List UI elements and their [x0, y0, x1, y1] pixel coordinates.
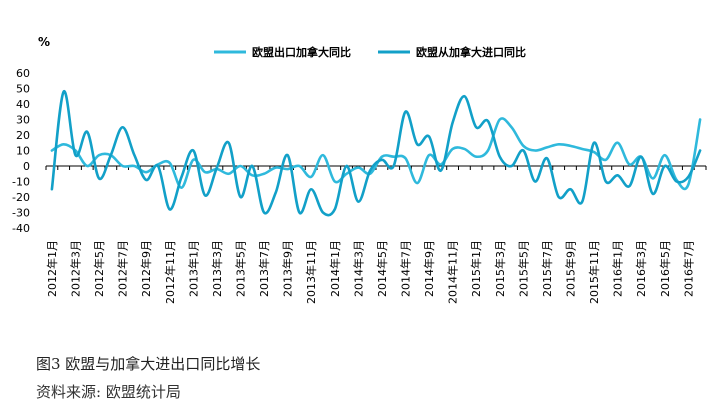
y-tick-label: 10 — [16, 145, 30, 158]
x-tick-label: 2015年11月 — [587, 240, 601, 304]
y-tick-label: -30 — [12, 207, 30, 220]
x-tick-label: 2012年1月 — [45, 240, 59, 297]
x-tick-label: 2015年3月 — [493, 240, 507, 297]
x-axis: 2012年1月 2012年3月 2012年5月 2012年7月 2012年9月 2012年… — [45, 165, 707, 304]
y-unit-label: % — [38, 35, 50, 49]
x-tick-label: 2015年7月 — [540, 240, 554, 297]
x-tick-label: 2012年11月 — [163, 240, 177, 304]
x-tick-label: 2016年5月 — [658, 240, 672, 297]
x-tick-label: 2012年7月 — [116, 240, 130, 297]
x-tick-label: 2014年11月 — [446, 240, 460, 304]
y-tick-label: 50 — [16, 83, 30, 96]
legend-label-import: 欧盟从加拿大进口同比 — [416, 45, 526, 59]
x-tick-label: 2013年3月 — [210, 240, 224, 297]
x-tick-label: 2014年7月 — [398, 240, 412, 297]
y-tick-label: 0 — [23, 160, 30, 173]
x-tick-label: 2012年3月 — [68, 240, 82, 297]
series-line-export — [50, 117, 702, 191]
x-tick-label: 2014年1月 — [328, 240, 342, 297]
x-tick-label: 2013年11月 — [304, 240, 318, 304]
y-tick-label: 30 — [16, 114, 30, 127]
y-tick-label: 60 — [16, 67, 30, 80]
legend: 欧盟出口加拿大同比 欧盟从加拿大进口同比 — [214, 45, 526, 59]
y-tick-label: 40 — [16, 98, 30, 111]
y-tick-label: -20 — [12, 191, 30, 204]
x-tick-label: 2014年9月 — [422, 240, 436, 297]
x-tick-label: 2012年5月 — [92, 240, 106, 297]
x-tick-label: 2016年1月 — [611, 240, 625, 297]
chart: % 欧盟出口加拿大同比 欧盟从加拿大进口同比 60 50 40 30 20 10 0 -10 -… — [12, 35, 707, 304]
legend-label-export: 欧盟出口加拿大同比 — [252, 45, 351, 59]
figure-caption: 图3 欧盟与加拿大进出口同比增长 — [36, 355, 261, 373]
x-tick-label: 2014年5月 — [375, 240, 389, 297]
x-tick-label: 2015年5月 — [516, 240, 530, 297]
x-tick-label: 2013年7月 — [257, 240, 271, 297]
data-source: 资料来源: 欧盟统计局 — [36, 383, 181, 401]
x-tick-label: 2016年3月 — [634, 240, 648, 297]
x-tick-label: 2013年5月 — [233, 240, 247, 297]
y-tick-label: -40 — [12, 222, 30, 235]
x-tick-label: 2015年9月 — [563, 240, 577, 297]
series-line-import — [50, 90, 702, 217]
series-layer — [50, 90, 702, 217]
y-tick-label: -10 — [12, 176, 30, 189]
x-tick-label: 2016年7月 — [681, 240, 695, 297]
y-axis: 60 50 40 30 20 10 0 -10 -20 -30 -40 — [12, 67, 30, 235]
x-tick-label: 2013年9月 — [281, 240, 295, 297]
x-tick-label: 2013年1月 — [186, 240, 200, 297]
x-tick-label: 2015年1月 — [469, 240, 483, 297]
x-tick-label: 2014年3月 — [351, 240, 365, 297]
x-tick-label: 2012年9月 — [139, 240, 153, 297]
y-tick-label: 20 — [16, 129, 30, 142]
